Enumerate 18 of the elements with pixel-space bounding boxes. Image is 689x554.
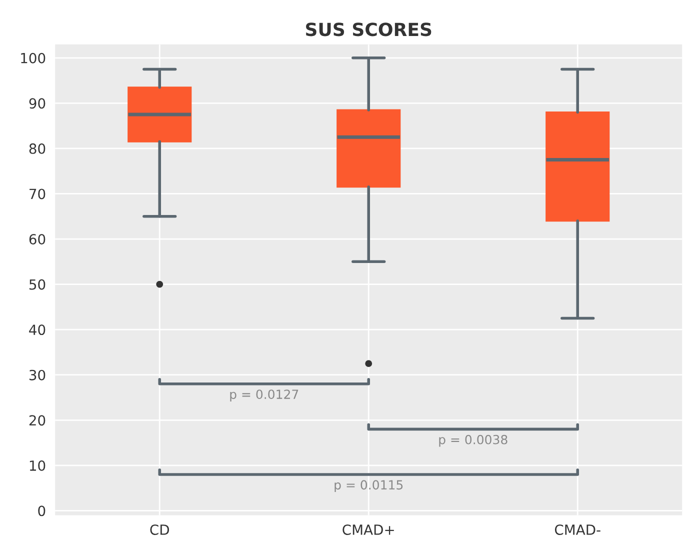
y-tick-label: 50 <box>29 279 46 290</box>
annotation: p = 0.0115 <box>334 480 403 492</box>
x-tick-label: CD <box>150 524 169 535</box>
y-tick-label: 0 <box>38 506 46 516</box>
y-tick-label: 20 <box>29 415 46 426</box>
y-tick-label: 40 <box>29 324 46 336</box>
y-tick-label: 10 <box>30 460 46 471</box>
annotation: p = 0.0127 <box>230 390 298 402</box>
y-tick-label: 30 <box>29 370 46 380</box>
annotation: p = 0.0038 <box>439 434 508 447</box>
y-tick-label: 70 <box>30 188 46 200</box>
y-tick-label: 90 <box>29 98 46 109</box>
chart-title: SUS SCORES <box>306 22 432 36</box>
x-tick-label: CMAD+ <box>342 524 394 535</box>
y-tick-label: 80 <box>29 143 46 154</box>
y-tick-label: 100 <box>21 52 46 64</box>
y-tick-label: 60 <box>29 234 46 244</box>
x-tick-label: CMAD- <box>554 524 600 535</box>
